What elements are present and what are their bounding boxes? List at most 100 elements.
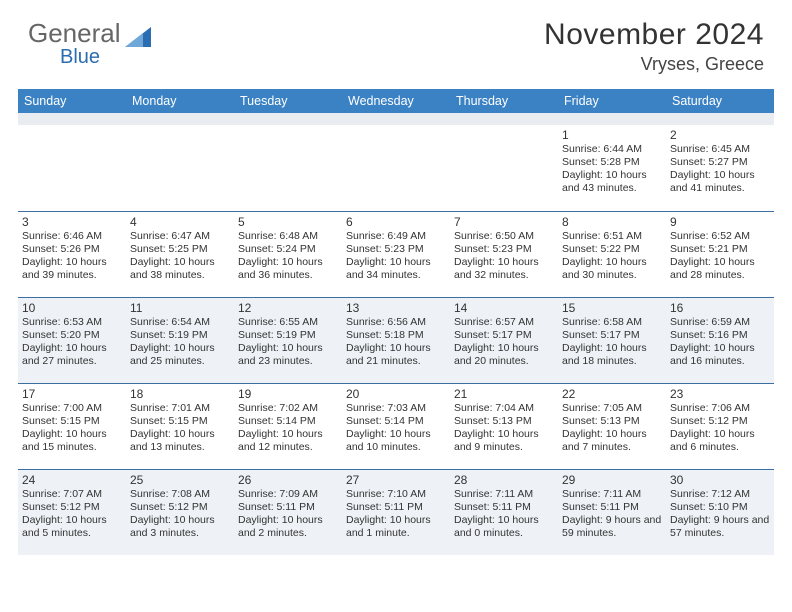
- day-number: 15: [562, 301, 662, 315]
- day-details: Sunrise: 6:48 AMSunset: 5:24 PMDaylight:…: [238, 230, 338, 283]
- daylight-text: Daylight: 10 hours and 43 minutes.: [562, 169, 662, 195]
- sunrise-text: Sunrise: 6:51 AM: [562, 230, 662, 243]
- day-details: Sunrise: 7:01 AMSunset: 5:15 PMDaylight:…: [130, 402, 230, 455]
- day-details: Sunrise: 6:44 AMSunset: 5:28 PMDaylight:…: [562, 143, 662, 196]
- day-details: Sunrise: 6:49 AMSunset: 5:23 PMDaylight:…: [346, 230, 446, 283]
- daylight-text: Daylight: 10 hours and 23 minutes.: [238, 342, 338, 368]
- day-cell: 6Sunrise: 6:49 AMSunset: 5:23 PMDaylight…: [342, 211, 450, 297]
- day-details: Sunrise: 7:00 AMSunset: 5:15 PMDaylight:…: [22, 402, 122, 455]
- day-details: Sunrise: 7:11 AMSunset: 5:11 PMDaylight:…: [454, 488, 554, 541]
- title-block: November 2024 Vryses, Greece: [544, 18, 764, 75]
- sunrise-text: Sunrise: 7:05 AM: [562, 402, 662, 415]
- day-cell: 25Sunrise: 7:08 AMSunset: 5:12 PMDayligh…: [126, 469, 234, 555]
- day-number: 10: [22, 301, 122, 315]
- daylight-text: Daylight: 10 hours and 41 minutes.: [670, 169, 770, 195]
- sunrise-text: Sunrise: 6:45 AM: [670, 143, 770, 156]
- sunrise-text: Sunrise: 7:11 AM: [454, 488, 554, 501]
- day-cell: [450, 125, 558, 211]
- daylight-text: Daylight: 10 hours and 34 minutes.: [346, 256, 446, 282]
- sunset-text: Sunset: 5:19 PM: [130, 329, 230, 342]
- sunset-text: Sunset: 5:17 PM: [454, 329, 554, 342]
- sunset-text: Sunset: 5:12 PM: [670, 415, 770, 428]
- sunrise-text: Sunrise: 7:08 AM: [130, 488, 230, 501]
- day-number: 14: [454, 301, 554, 315]
- day-details: Sunrise: 6:52 AMSunset: 5:21 PMDaylight:…: [670, 230, 770, 283]
- day-header-row: SundayMondayTuesdayWednesdayThursdayFrid…: [18, 89, 774, 113]
- daylight-text: Daylight: 10 hours and 21 minutes.: [346, 342, 446, 368]
- sunset-text: Sunset: 5:11 PM: [454, 501, 554, 514]
- sunrise-text: Sunrise: 7:02 AM: [238, 402, 338, 415]
- day-number: 2: [670, 128, 770, 142]
- sunrise-text: Sunrise: 6:58 AM: [562, 316, 662, 329]
- sunset-text: Sunset: 5:19 PM: [238, 329, 338, 342]
- day-cell: 4Sunrise: 6:47 AMSunset: 5:25 PMDaylight…: [126, 211, 234, 297]
- day-header: Saturday: [666, 89, 774, 113]
- day-number: 16: [670, 301, 770, 315]
- sunrise-text: Sunrise: 6:44 AM: [562, 143, 662, 156]
- sunrise-text: Sunrise: 7:06 AM: [670, 402, 770, 415]
- day-cell: 30Sunrise: 7:12 AMSunset: 5:10 PMDayligh…: [666, 469, 774, 555]
- day-cell: 18Sunrise: 7:01 AMSunset: 5:15 PMDayligh…: [126, 383, 234, 469]
- sunset-text: Sunset: 5:18 PM: [346, 329, 446, 342]
- logo-text-blue: Blue: [60, 46, 100, 69]
- daylight-text: Daylight: 10 hours and 36 minutes.: [238, 256, 338, 282]
- day-details: Sunrise: 7:09 AMSunset: 5:11 PMDaylight:…: [238, 488, 338, 541]
- day-number: 25: [130, 473, 230, 487]
- day-cell: 24Sunrise: 7:07 AMSunset: 5:12 PMDayligh…: [18, 469, 126, 555]
- week-row: 17Sunrise: 7:00 AMSunset: 5:15 PMDayligh…: [18, 383, 774, 469]
- day-number: 11: [130, 301, 230, 315]
- daylight-text: Daylight: 9 hours and 57 minutes.: [670, 514, 770, 540]
- day-cell: 10Sunrise: 6:53 AMSunset: 5:20 PMDayligh…: [18, 297, 126, 383]
- daylight-text: Daylight: 10 hours and 6 minutes.: [670, 428, 770, 454]
- day-number: 19: [238, 387, 338, 401]
- sunrise-text: Sunrise: 6:55 AM: [238, 316, 338, 329]
- day-cell: 9Sunrise: 6:52 AMSunset: 5:21 PMDaylight…: [666, 211, 774, 297]
- sunrise-text: Sunrise: 6:56 AM: [346, 316, 446, 329]
- day-cell: 12Sunrise: 6:55 AMSunset: 5:19 PMDayligh…: [234, 297, 342, 383]
- location: Vryses, Greece: [544, 54, 764, 75]
- day-cell: 17Sunrise: 7:00 AMSunset: 5:15 PMDayligh…: [18, 383, 126, 469]
- day-details: Sunrise: 6:57 AMSunset: 5:17 PMDaylight:…: [454, 316, 554, 369]
- week-row: 24Sunrise: 7:07 AMSunset: 5:12 PMDayligh…: [18, 469, 774, 555]
- day-details: Sunrise: 6:53 AMSunset: 5:20 PMDaylight:…: [22, 316, 122, 369]
- daylight-text: Daylight: 10 hours and 7 minutes.: [562, 428, 662, 454]
- week-row: 3Sunrise: 6:46 AMSunset: 5:26 PMDaylight…: [18, 211, 774, 297]
- daylight-text: Daylight: 10 hours and 32 minutes.: [454, 256, 554, 282]
- calendar-table: SundayMondayTuesdayWednesdayThursdayFrid…: [18, 89, 774, 555]
- daylight-text: Daylight: 10 hours and 30 minutes.: [562, 256, 662, 282]
- daylight-text: Daylight: 10 hours and 2 minutes.: [238, 514, 338, 540]
- daylight-text: Daylight: 10 hours and 0 minutes.: [454, 514, 554, 540]
- day-cell: 5Sunrise: 6:48 AMSunset: 5:24 PMDaylight…: [234, 211, 342, 297]
- day-cell: 13Sunrise: 6:56 AMSunset: 5:18 PMDayligh…: [342, 297, 450, 383]
- sunset-text: Sunset: 5:24 PM: [238, 243, 338, 256]
- sunset-text: Sunset: 5:16 PM: [670, 329, 770, 342]
- day-cell: [234, 125, 342, 211]
- day-details: Sunrise: 6:51 AMSunset: 5:22 PMDaylight:…: [562, 230, 662, 283]
- daylight-text: Daylight: 10 hours and 27 minutes.: [22, 342, 122, 368]
- daylight-text: Daylight: 10 hours and 12 minutes.: [238, 428, 338, 454]
- day-number: 28: [454, 473, 554, 487]
- day-cell: [18, 125, 126, 211]
- day-header: Sunday: [18, 89, 126, 113]
- day-number: 4: [130, 215, 230, 229]
- sunrise-text: Sunrise: 6:52 AM: [670, 230, 770, 243]
- sunrise-text: Sunrise: 6:59 AM: [670, 316, 770, 329]
- day-details: Sunrise: 6:45 AMSunset: 5:27 PMDaylight:…: [670, 143, 770, 196]
- sunset-text: Sunset: 5:26 PM: [22, 243, 122, 256]
- sunrise-text: Sunrise: 6:50 AM: [454, 230, 554, 243]
- day-details: Sunrise: 6:54 AMSunset: 5:19 PMDaylight:…: [130, 316, 230, 369]
- day-details: Sunrise: 6:50 AMSunset: 5:23 PMDaylight:…: [454, 230, 554, 283]
- day-number: 29: [562, 473, 662, 487]
- day-details: Sunrise: 6:56 AMSunset: 5:18 PMDaylight:…: [346, 316, 446, 369]
- sunset-text: Sunset: 5:27 PM: [670, 156, 770, 169]
- sunset-text: Sunset: 5:15 PM: [22, 415, 122, 428]
- daylight-text: Daylight: 10 hours and 3 minutes.: [130, 514, 230, 540]
- sunrise-text: Sunrise: 7:11 AM: [562, 488, 662, 501]
- day-details: Sunrise: 6:47 AMSunset: 5:25 PMDaylight:…: [130, 230, 230, 283]
- day-number: 17: [22, 387, 122, 401]
- sunrise-text: Sunrise: 6:53 AM: [22, 316, 122, 329]
- day-header: Friday: [558, 89, 666, 113]
- day-number: 7: [454, 215, 554, 229]
- day-cell: 11Sunrise: 6:54 AMSunset: 5:19 PMDayligh…: [126, 297, 234, 383]
- day-cell: 16Sunrise: 6:59 AMSunset: 5:16 PMDayligh…: [666, 297, 774, 383]
